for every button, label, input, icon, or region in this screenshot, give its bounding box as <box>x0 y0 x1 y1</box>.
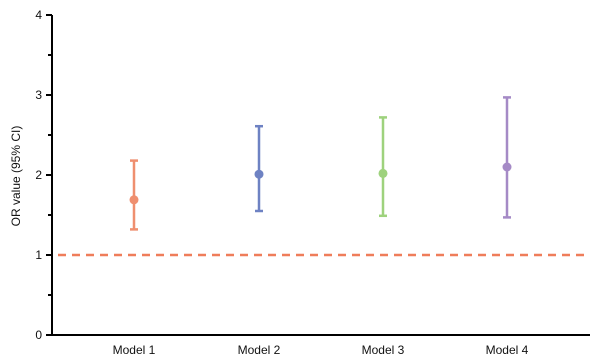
y-tick-label: 4 <box>35 8 42 22</box>
errorbar-group <box>502 96 512 219</box>
axes: 0 1 2 3 4 Model 1 Model 2 Model 3 Model 4 <box>35 8 590 357</box>
y-tick-label: 1 <box>35 248 42 262</box>
x-tick-label: Model 4 <box>486 343 529 357</box>
y-tick-label: 3 <box>35 88 42 102</box>
errorbar-group <box>129 159 139 231</box>
errorbar-group <box>254 124 264 213</box>
x-tick-label: Model 1 <box>113 343 156 357</box>
point-estimate <box>502 162 512 172</box>
marks <box>129 96 512 231</box>
point-estimate <box>254 169 264 179</box>
errorbar-group <box>378 116 388 218</box>
x-tick-label: Model 2 <box>238 343 281 357</box>
y-tick-label: 2 <box>35 168 42 182</box>
y-tick-label: 0 <box>35 328 42 342</box>
point-estimate <box>129 195 139 205</box>
y-axis-title: OR value (95% CI) <box>9 126 23 227</box>
point-estimate <box>378 168 388 178</box>
x-tick-label: Model 3 <box>362 343 405 357</box>
